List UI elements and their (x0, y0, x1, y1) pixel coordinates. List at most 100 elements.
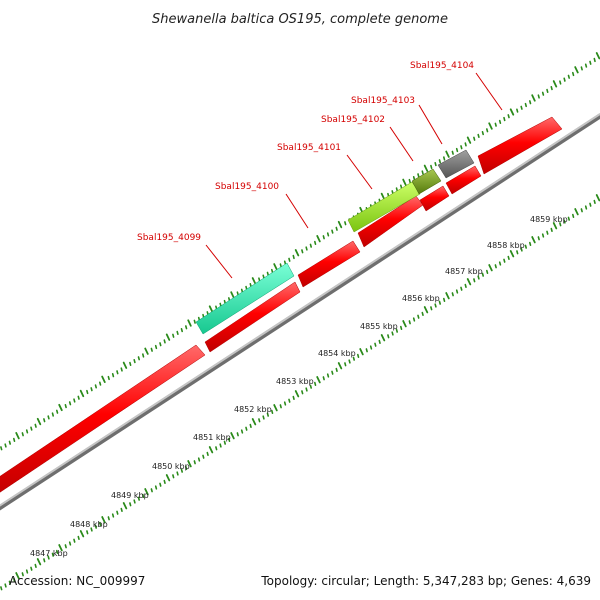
minor-tick (13, 577, 16, 583)
minor-tick (335, 367, 338, 373)
minor-tick (279, 263, 282, 268)
minor-tick (399, 325, 403, 331)
minor-tick (47, 555, 50, 560)
minor-tick (77, 535, 80, 541)
minor-tick (335, 226, 338, 231)
minor-tick (150, 488, 153, 493)
minor-tick (129, 502, 132, 507)
minor-tick (292, 254, 295, 260)
major-tick (423, 306, 429, 314)
major-tick (531, 236, 536, 244)
gene-cds-arrow[interactable] (445, 165, 482, 195)
minor-tick (77, 395, 80, 400)
minor-tick (25, 569, 29, 574)
minor-tick (438, 300, 442, 305)
major-tick (122, 361, 128, 369)
gene-sbal195-4099-box[interactable] (195, 262, 295, 335)
minor-tick (0, 446, 3, 451)
major-tick (316, 234, 321, 243)
minor-tick (30, 426, 33, 431)
minor-tick (507, 114, 510, 119)
minor-tick (249, 423, 252, 429)
minor-tick (21, 432, 24, 437)
major-tick (165, 333, 171, 341)
backbone (0, 113, 600, 511)
minor-tick (348, 359, 351, 364)
major-tick (509, 250, 515, 258)
minor-tick (537, 236, 540, 241)
minor-tick (537, 94, 540, 99)
minor-tick (99, 381, 102, 386)
minor-tick (43, 558, 46, 563)
minor-tick (571, 71, 575, 77)
minor-tick (172, 333, 175, 338)
minor-tick (266, 271, 270, 276)
minor-tick (43, 418, 46, 423)
gene-label-sbal195-4100[interactable]: Sbal195_4100 (215, 182, 279, 192)
minor-tick (481, 272, 485, 277)
gene-cds-arrow[interactable] (419, 185, 450, 212)
major-tick (144, 347, 149, 355)
gene-cds-arrow[interactable] (204, 281, 301, 353)
topology-text: Topology: circular; Length: 5,347,283 bp… (260, 574, 591, 588)
minor-tick (270, 409, 274, 415)
gene-label-sbal195-4103[interactable]: Sbal195_4103 (351, 96, 415, 106)
minor-tick (51, 552, 55, 557)
scale-label-4854: 4854 kbp (318, 349, 356, 358)
minor-tick (593, 199, 596, 204)
minor-tick (142, 353, 145, 358)
major-tick (402, 178, 407, 187)
major-tick (423, 164, 429, 172)
minor-tick (417, 173, 420, 178)
gene-label-sbal195-4099[interactable]: Sbal195_4099 (137, 233, 201, 243)
gene-cds-arrow[interactable] (0, 344, 206, 499)
minor-tick (133, 358, 136, 364)
gene-label-sbal195-4102[interactable]: Sbal195_4102 (321, 115, 385, 125)
minor-tick (331, 370, 334, 375)
minor-tick (524, 102, 528, 108)
minor-tick (580, 66, 583, 71)
gene-cds-arrow[interactable] (477, 116, 563, 175)
gene-sbal195-4101-box[interactable] (347, 181, 421, 233)
minor-tick (154, 485, 158, 490)
minor-tick (313, 381, 317, 387)
scale-label-4855: 4855 kbp (360, 322, 398, 331)
gene-sbal195-4103-box[interactable] (437, 149, 475, 179)
major-tick (79, 530, 85, 538)
minor-tick (116, 510, 119, 515)
gene-cds-arrow[interactable] (297, 240, 361, 288)
gene-label-sbal195-4104[interactable]: Sbal195_4104 (410, 61, 474, 71)
minor-tick (172, 474, 175, 479)
major-tick (122, 502, 128, 510)
minor-tick (559, 222, 562, 227)
minor-tick (331, 229, 334, 234)
minor-tick (283, 401, 287, 406)
minor-tick (159, 342, 162, 347)
gene-label-sbal195-4101[interactable]: Sbal195_4101 (277, 143, 341, 153)
major-tick (509, 108, 515, 116)
minor-tick (541, 91, 545, 96)
minor-tick (550, 227, 553, 232)
major-tick (402, 320, 407, 328)
scale-label-4849: 4849 kbp (111, 491, 149, 500)
minor-tick (245, 426, 248, 431)
minor-tick (159, 482, 162, 487)
minor-tick (94, 524, 97, 529)
gene-sbal195-4102-box[interactable] (411, 168, 442, 195)
minor-tick (567, 74, 571, 79)
minor-tick (266, 412, 270, 417)
major-tick (552, 80, 558, 88)
minor-tick (344, 362, 347, 367)
minor-tick (64, 544, 67, 549)
minor-tick (516, 250, 519, 255)
major-tick (251, 277, 257, 285)
major-tick (574, 66, 579, 74)
minor-tick (185, 325, 188, 330)
major-tick (445, 292, 450, 300)
minor-tick (494, 122, 497, 127)
minor-tick (356, 353, 360, 359)
minor-tick (240, 429, 244, 434)
minor-tick (193, 460, 196, 465)
